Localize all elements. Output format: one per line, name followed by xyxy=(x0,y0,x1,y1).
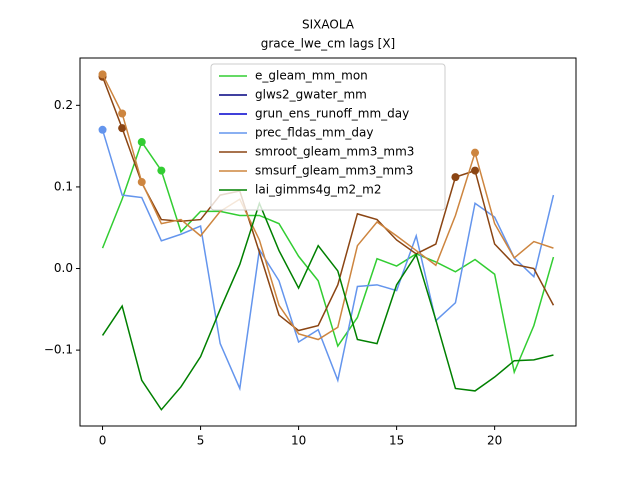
y-tick-label: 0.1 xyxy=(54,179,73,193)
marker xyxy=(118,109,127,118)
y-tick-label: 0.2 xyxy=(54,98,73,112)
marker xyxy=(118,124,127,133)
legend-label: grun_ens_runoff_mm_day xyxy=(255,107,409,121)
marker xyxy=(157,166,166,175)
marker xyxy=(471,166,480,175)
legend-label: e_gleam_mm_mon xyxy=(255,69,368,83)
marker xyxy=(137,138,146,147)
legend-label: smsurf_gleam_mm3_mm3 xyxy=(255,164,413,178)
series-line xyxy=(101,73,554,341)
y-tick-label: 0.0 xyxy=(54,261,73,275)
plot-frame xyxy=(79,57,577,427)
legend-box xyxy=(210,63,446,211)
chart-title: SIXAOLA xyxy=(302,18,355,32)
chart-subtitle: grace_lwe_cm lags [X] xyxy=(261,37,395,51)
legend-label: prec_fldas_mm_day xyxy=(255,126,374,140)
x-tick-label: 5 xyxy=(197,434,205,448)
marker xyxy=(471,148,480,157)
marker xyxy=(451,173,460,182)
legend-label: glws2_gwater_mm xyxy=(255,88,367,102)
x-tick-label: 15 xyxy=(389,434,404,448)
x-tick-label: 10 xyxy=(291,434,306,448)
marker xyxy=(98,125,107,134)
legend-label: lai_gimms4g_m2_m2 xyxy=(255,183,382,197)
y-tick-label: −0.1 xyxy=(44,343,73,357)
x-tick-label: 0 xyxy=(99,434,107,448)
legend-label: smroot_gleam_mm3_mm3 xyxy=(255,145,414,159)
marker xyxy=(137,178,146,187)
x-tick-label: 20 xyxy=(487,434,502,448)
series-line xyxy=(101,129,555,392)
series-line xyxy=(101,201,554,411)
marker xyxy=(98,70,107,79)
